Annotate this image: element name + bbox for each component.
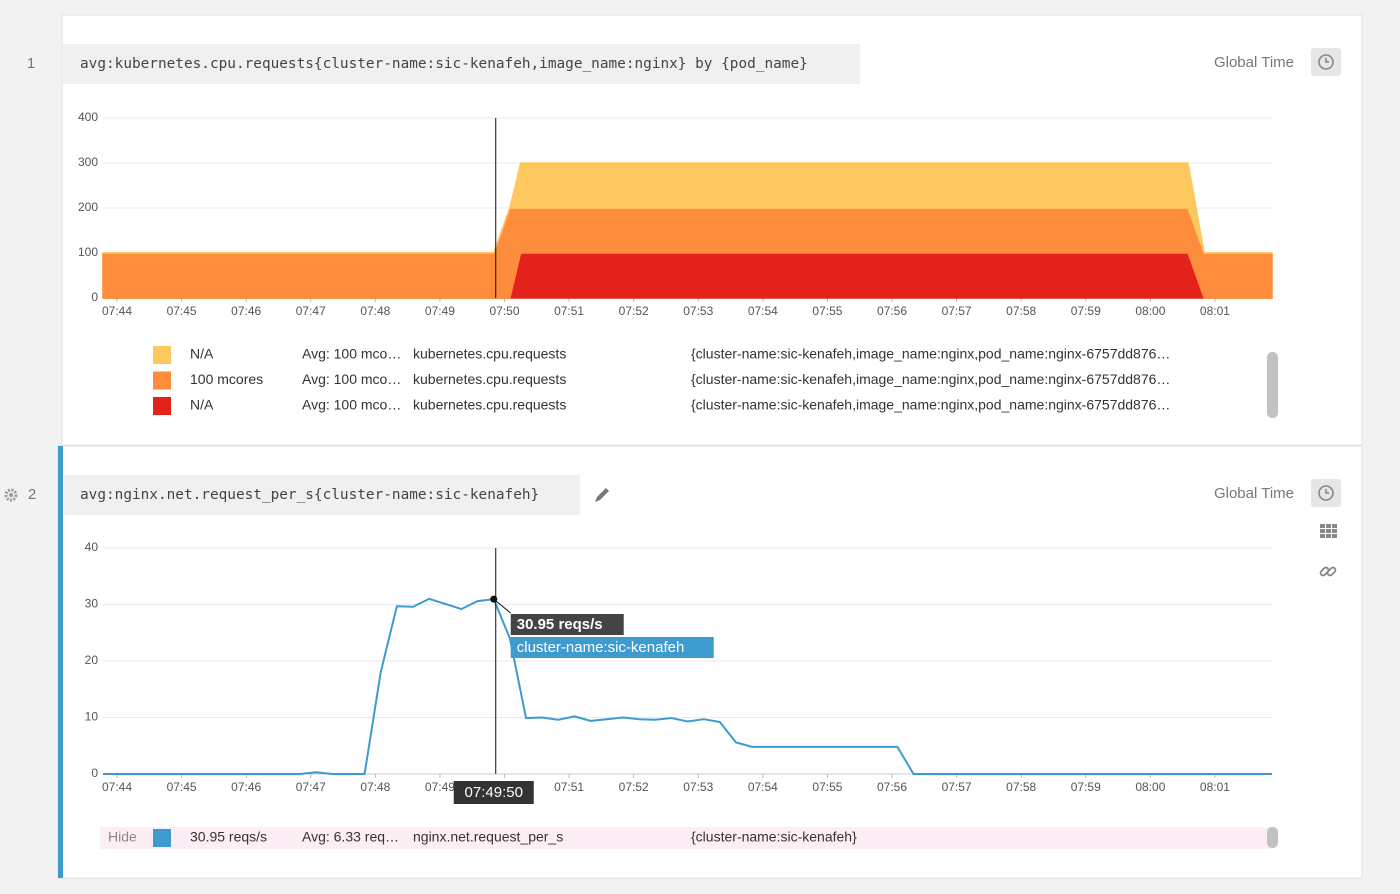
x-tick-label: 07:52 (619, 780, 649, 794)
panel-number: 2 (28, 486, 36, 503)
legend-avg: Avg: 100 mco… (302, 371, 401, 387)
y-tick-label: 100 (78, 245, 98, 259)
x-tick-label: 07:48 (360, 780, 390, 794)
x-tick-label: 08:01 (1200, 780, 1230, 794)
legend-metric: kubernetes.cpu.requests (413, 371, 566, 387)
x-tick-label: 07:49 (425, 780, 455, 794)
legend-swatch (153, 829, 171, 847)
legend-avg: Avg: 100 mco… (302, 397, 401, 413)
x-tick-label: 07:44 (102, 304, 132, 318)
legend-metric: kubernetes.cpu.requests (413, 346, 566, 362)
legend-tags: {cluster-name:sic-kenafeh,image_name:ngi… (691, 397, 1170, 413)
y-tick-label: 30 (85, 597, 99, 611)
x-tick-label: 07:56 (877, 780, 907, 794)
legend-row-highlight (100, 827, 1270, 849)
grid-icon[interactable] (1320, 524, 1337, 538)
x-tick-label: 07:56 (877, 304, 907, 318)
x-tick-label: 07:46 (231, 780, 261, 794)
clock-button[interactable] (1311, 48, 1341, 76)
x-tick-label: 07:55 (812, 304, 842, 318)
panel (57, 445, 1363, 879)
legend-swatch (153, 371, 171, 390)
x-tick-label: 07:58 (1006, 780, 1036, 794)
legend-avg: Avg: 100 mco… (302, 346, 401, 362)
x-tick-label: 07:54 (748, 304, 778, 318)
x-tick-label: 08:00 (1135, 304, 1165, 318)
y-tick-label: 0 (91, 290, 98, 304)
x-tick-label: 07:54 (748, 780, 778, 794)
x-tick-label: 07:45 (167, 304, 197, 318)
clock-button[interactable] (1311, 479, 1341, 507)
area (102, 162, 1273, 254)
x-tick-label: 07:45 (167, 780, 197, 794)
gear-icon[interactable] (4, 488, 18, 502)
tooltip-series: cluster-name:sic-kenafeh (517, 639, 685, 656)
legend-name: 100 mcores (190, 371, 263, 387)
legend-metric: nginx.net.request_per_s (413, 829, 563, 845)
time-control[interactable]: Global Time (1214, 54, 1294, 71)
legend-swatch (153, 397, 171, 415)
legend-name: N/A (190, 346, 214, 362)
query[interactable]: avg:kubernetes.cpu.requests{cluster-name… (80, 56, 808, 72)
y-tick-label: 20 (85, 653, 99, 667)
x-tick-label: 07:52 (619, 304, 649, 318)
y-tick-label: 400 (78, 110, 98, 124)
x-tick-label: 07:47 (296, 780, 326, 794)
x-tick-label: 07:53 (683, 780, 713, 794)
x-tick-label: 07:58 (1006, 304, 1036, 318)
x-tick-label: 07:51 (554, 780, 584, 794)
x-tick-label: 07:57 (942, 780, 972, 794)
tooltip-value: 30.95 reqs/s (517, 616, 603, 633)
tooltip-time: 07:49:50 (465, 784, 523, 801)
x-tick-label: 07:59 (1071, 780, 1101, 794)
scrollbar[interactable] (1267, 827, 1278, 848)
legend-metric: kubernetes.cpu.requests (413, 397, 566, 413)
x-tick-label: 07:44 (102, 780, 132, 794)
legend-name: N/A (190, 397, 214, 413)
chart: 0 100 200 300 400 07:44 07:45 07:46 07:47 07:48 07… (78, 110, 1273, 415)
x-tick-label: 07:55 (812, 780, 842, 794)
line (103, 597, 1272, 775)
tooltip-time-box (453, 781, 534, 804)
y-tick-label: 200 (78, 200, 98, 214)
legend-swatch (153, 346, 171, 364)
x-tick-label: 07:51 (554, 304, 584, 318)
edit-icon[interactable] (595, 488, 609, 502)
link-icon[interactable] (1319, 566, 1337, 577)
x-tick-label: 07:48 (360, 304, 390, 318)
panel-number: 1 (27, 55, 35, 72)
x-tick-label: 08:01 (1200, 304, 1230, 318)
legend-tags: {cluster-name:sic-kenafeh,image_name:ngi… (691, 346, 1170, 362)
y-tick-label: 0 (91, 766, 98, 780)
x-tick-label: 07:57 (942, 304, 972, 318)
x-tick-label: 07:53 (683, 304, 713, 318)
x-tick-label: 08:00 (1135, 780, 1165, 794)
x-tick-label: 07:59 (1071, 304, 1101, 318)
query[interactable]: avg:nginx.net.request_per_s{cluster-name… (80, 487, 539, 503)
scrollbar[interactable] (1267, 352, 1278, 418)
x-tick-label: 07:50 (489, 304, 519, 318)
active-marker (58, 446, 63, 878)
legend-tags: {cluster-name:sic-kenafeh} (691, 829, 857, 845)
tooltip-pointer (493, 598, 512, 614)
query-box[interactable] (64, 475, 580, 515)
legend-avg: Avg: 6.33 req… (302, 829, 399, 845)
y-tick-label: 300 (78, 155, 98, 169)
x-tick-label: 07:49 (425, 304, 455, 318)
y-tick-label: 40 (85, 540, 99, 554)
tooltip-value-box (510, 614, 624, 635)
legend-toggle[interactable]: Hide (108, 829, 137, 845)
time-control[interactable]: Global Time (1214, 485, 1294, 502)
x-tick-label: 07:46 (231, 304, 261, 318)
x-tick-label: 07:47 (296, 304, 326, 318)
legend-value: 30.95 reqs/s (190, 829, 267, 845)
tooltip-series-box (510, 637, 714, 658)
query-box[interactable] (62, 44, 860, 84)
legend-tags: {cluster-name:sic-kenafeh,image_name:ngi… (691, 371, 1170, 387)
y-tick-label: 10 (85, 710, 99, 724)
